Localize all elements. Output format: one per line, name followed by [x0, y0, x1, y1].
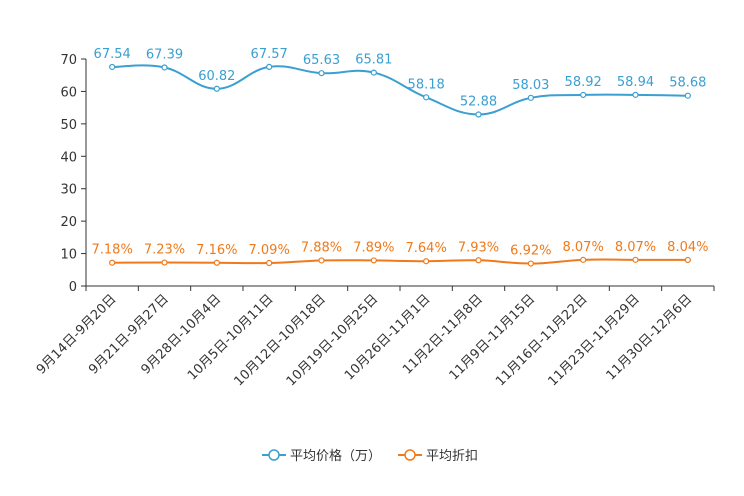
data-label: 65.63	[303, 53, 340, 68]
data-label: 58.68	[669, 76, 706, 91]
y-tick-label: 0	[69, 280, 77, 295]
data-label: 67.39	[146, 47, 183, 62]
data-label: 67.54	[94, 47, 131, 62]
y-tick-label: 40	[60, 150, 77, 165]
data-label: 58.92	[565, 75, 602, 90]
data-label: 7.23%	[144, 243, 185, 258]
data-label: 65.81	[355, 53, 392, 68]
series-2-line	[112, 258, 688, 265]
data-label: 7.16%	[196, 243, 237, 258]
data-point	[475, 257, 482, 264]
data-label: 52.88	[460, 95, 497, 110]
data-label: 6.92%	[510, 244, 551, 259]
data-point	[213, 85, 220, 92]
data-point	[475, 111, 482, 118]
data-label: 8.04%	[667, 240, 708, 255]
y-tick-label: 60	[60, 85, 77, 100]
chart-legend[interactable]: 平均价格（万） 平均折扣	[262, 448, 478, 464]
data-label: 67.57	[251, 47, 288, 62]
data-point	[423, 258, 430, 265]
data-point	[370, 69, 377, 76]
legend-marker-icon	[404, 449, 416, 461]
data-label: 58.03	[512, 78, 549, 93]
data-label: 7.88%	[301, 240, 342, 255]
data-label: 7.09%	[249, 243, 290, 258]
data-point	[580, 91, 587, 99]
data-label: 7.64%	[406, 241, 447, 256]
data-point	[266, 63, 273, 70]
data-point	[318, 70, 325, 77]
legend-item-2[interactable]: 平均折扣	[398, 449, 478, 464]
series-layer: 67.54 67.39 60.82 67.57 65.63 65.81 58.18 52.88…	[92, 47, 708, 267]
y-tick-label: 20	[60, 215, 77, 230]
data-point	[161, 259, 168, 266]
series-1-line	[112, 64, 688, 116]
data-point	[109, 259, 116, 266]
data-point	[423, 94, 430, 101]
data-label: 8.07%	[563, 240, 604, 255]
chart-axes	[81, 58, 715, 291]
legend-label: 平均折扣	[426, 449, 478, 464]
data-label: 7.89%	[353, 240, 394, 255]
y-axis-tick-labels: 0 10 20 30 40 50 60 70	[60, 53, 77, 295]
data-label: 8.07%	[615, 240, 656, 255]
data-point	[109, 63, 116, 71]
x-axis-tick-labels: 9月14日-9月20日9月21日-9月27日9月28日-10月4日10月5日-1…	[34, 292, 695, 389]
series-2: 7.18% 7.23% 7.16% 7.09% 7.88% 7.89% 7.64% 7.93%…	[92, 240, 708, 267]
data-label: 7.93%	[458, 240, 499, 255]
legend-marker-icon	[268, 449, 280, 461]
y-tick-label: 70	[60, 53, 77, 68]
data-point	[684, 256, 691, 264]
x-tick-label: 10月12日-10月18日	[231, 292, 328, 389]
series-1: 67.54 67.39 60.82 67.57 65.63 65.81 58.18 52.88…	[94, 47, 706, 118]
data-point	[161, 64, 168, 71]
legend-label: 平均价格（万）	[290, 448, 381, 464]
data-point	[266, 259, 273, 267]
data-label: 7.18%	[92, 243, 133, 258]
legend-item-1[interactable]: 平均价格（万）	[262, 448, 381, 464]
data-point	[580, 256, 587, 263]
data-label: 60.82	[198, 69, 235, 84]
data-point	[213, 259, 220, 266]
data-point	[684, 92, 691, 99]
x-tick-label: 10月19日-10月25日	[284, 292, 381, 389]
x-tick-label: 11月16日-11月22日	[493, 292, 590, 389]
y-tick-label: 10	[60, 248, 77, 263]
data-point	[318, 257, 325, 264]
x-tick-label: 11月23日-11月29日	[545, 292, 642, 389]
data-point	[370, 257, 377, 264]
data-point	[527, 260, 534, 267]
y-tick-label: 30	[60, 183, 77, 198]
data-label: 58.94	[617, 75, 654, 90]
data-point	[632, 91, 639, 98]
data-point	[527, 94, 534, 101]
data-label: 58.18	[408, 77, 445, 92]
data-point	[632, 256, 639, 263]
y-tick-label: 50	[60, 118, 77, 133]
